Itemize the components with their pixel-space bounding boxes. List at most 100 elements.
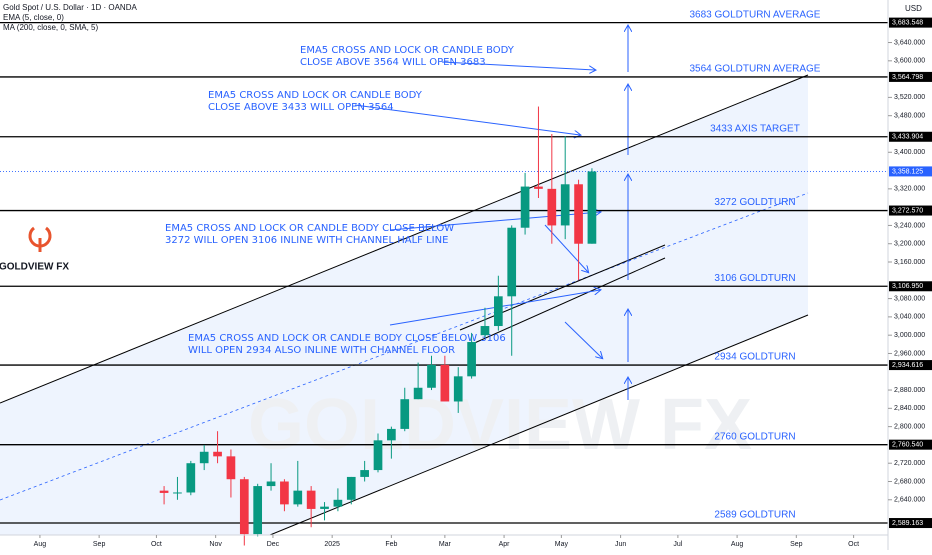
y-tick-label: 2,880.000 bbox=[894, 387, 925, 394]
candle-body bbox=[440, 364, 450, 402]
candle-body bbox=[266, 481, 276, 487]
x-tick-label: Oct bbox=[151, 541, 162, 548]
candle-body bbox=[346, 476, 356, 500]
level-label: 3272 GOLDTURN bbox=[714, 197, 795, 208]
price-box bbox=[889, 439, 932, 450]
x-tick-label: Mar bbox=[439, 541, 452, 548]
candle-body bbox=[333, 499, 343, 507]
channel-fill bbox=[0, 75, 808, 535]
y-tick-label: 3,160.000 bbox=[894, 259, 925, 266]
y-tick-label: 3,040.000 bbox=[894, 314, 925, 321]
price-box bbox=[889, 518, 932, 529]
candle-body bbox=[560, 184, 570, 226]
price-box-label: 3,272.570 bbox=[892, 207, 923, 214]
candle-body bbox=[199, 451, 209, 464]
level-label: 3683 GOLDTURN AVERAGE bbox=[690, 9, 821, 20]
y-tick-label: 2,640.000 bbox=[894, 497, 925, 504]
annotation: CLOSE ABOVE 3433 WILL OPEN 3564 bbox=[208, 102, 394, 113]
y-tick-label: 2,680.000 bbox=[894, 478, 925, 485]
y-tick-label: 3,400.000 bbox=[894, 149, 925, 156]
price-box-label: 2,760.540 bbox=[892, 442, 923, 449]
candle-body bbox=[213, 451, 222, 457]
candle-body bbox=[507, 227, 517, 297]
price-box bbox=[889, 17, 932, 28]
x-tick-label: Apr bbox=[499, 541, 511, 548]
candle-body bbox=[520, 186, 530, 228]
candle-body bbox=[400, 399, 410, 429]
y-tick-label: 2,800.000 bbox=[894, 423, 925, 430]
x-tick-label: Jul bbox=[673, 541, 682, 548]
y-tick-label: 3,480.000 bbox=[894, 113, 925, 120]
price-box bbox=[889, 360, 932, 371]
mini-channel bbox=[469, 257, 666, 346]
candle-body bbox=[186, 463, 196, 493]
x-tick-label: May bbox=[555, 541, 569, 548]
annotation: CLOSE ABOVE 3564 WILL OPEN 3683 bbox=[300, 57, 486, 68]
x-tick-label: Jun bbox=[615, 541, 626, 548]
x-tick-label: 2025 bbox=[324, 541, 340, 548]
candle-body bbox=[587, 171, 597, 244]
candle-body bbox=[427, 364, 436, 388]
candle-body bbox=[306, 490, 316, 509]
x-tick-label: Oct bbox=[848, 541, 859, 548]
y-tick-label: 3,520.000 bbox=[894, 94, 925, 101]
annotation: WILL OPEN 2934 ALSO INLINE WITH CHANNEL … bbox=[188, 345, 455, 356]
y-tick-label: 3,000.000 bbox=[894, 332, 925, 339]
y-tick-label: 3,600.000 bbox=[894, 58, 925, 65]
level-label: 2760 GOLDTURN bbox=[714, 431, 795, 442]
price-box-label: 3,564.798 bbox=[892, 74, 923, 81]
watermark: GOLDVIEW FX bbox=[248, 385, 752, 465]
x-tick-label: Feb bbox=[385, 541, 397, 548]
logo: GOLDVIEW FX bbox=[0, 262, 69, 273]
y-tick-label: 3,200.000 bbox=[894, 241, 925, 248]
price-box bbox=[889, 166, 932, 177]
candle-body bbox=[320, 506, 329, 509]
channel-floor bbox=[269, 314, 809, 536]
y-tick-label: 2,840.000 bbox=[894, 405, 925, 412]
y-tick-label: 3,080.000 bbox=[894, 295, 925, 302]
price-box-label: 2,589.163 bbox=[892, 520, 923, 527]
candle-body bbox=[574, 184, 583, 244]
indicator: EMA (5, close, 0) bbox=[3, 13, 64, 22]
channel-half bbox=[0, 192, 809, 501]
candle-body bbox=[360, 470, 369, 477]
candle-body bbox=[280, 481, 289, 505]
symbol: Gold Spot / U.S. Dollar · 1D · OANDA bbox=[3, 3, 137, 12]
currency: USD bbox=[905, 4, 922, 13]
candle-body bbox=[373, 440, 383, 471]
level-label: 3564 GOLDTURN AVERAGE bbox=[690, 64, 821, 75]
y-tick-label: 3,320.000 bbox=[894, 186, 925, 193]
x-tick-label: Sep bbox=[790, 541, 803, 548]
level-label: 3106 GOLDTURN bbox=[714, 273, 795, 284]
candle-body bbox=[413, 387, 423, 400]
candle-body bbox=[547, 188, 557, 226]
price-box bbox=[889, 281, 932, 292]
candle-body bbox=[293, 490, 303, 505]
candle-body bbox=[253, 486, 263, 535]
price-box-label: 3,106.950 bbox=[892, 283, 923, 290]
price-box bbox=[889, 131, 932, 142]
price-box-label: 3,683.548 bbox=[892, 19, 923, 26]
y-tick-label: 3,640.000 bbox=[894, 39, 925, 46]
candle-body bbox=[159, 490, 169, 493]
indicator: MA (200, close, 0, SMA, 5) bbox=[3, 23, 98, 32]
candle-body bbox=[173, 492, 182, 494]
price-box-label: 3,358.125 bbox=[892, 168, 923, 175]
x-tick-label: Nov bbox=[209, 541, 222, 548]
level-label: 3433 AXIS TARGET bbox=[710, 123, 800, 134]
price-box bbox=[889, 205, 932, 216]
y-tick-label: 2,720.000 bbox=[894, 460, 925, 467]
candle-body bbox=[226, 456, 236, 480]
annotation: 3272 WILL OPEN 3106 INLINE WITH CHANNEL … bbox=[165, 235, 448, 246]
y-tick-label: 3,240.000 bbox=[894, 222, 925, 229]
annotation: EMA5 CROSS AND LOCK OR CANDLE BODY bbox=[300, 45, 515, 56]
price-box-label: 2,934.616 bbox=[892, 362, 923, 369]
level-label: 2934 GOLDTURN bbox=[714, 352, 795, 363]
annotation: EMA5 CROSS AND LOCK OR CANDLE BODY CLOSE… bbox=[165, 223, 454, 234]
candle-body bbox=[493, 296, 503, 327]
logo-icon bbox=[28, 226, 52, 252]
annotation: EMA5 CROSS AND LOCK OR CANDLE BODY bbox=[208, 90, 423, 101]
price-box-label: 3,433.904 bbox=[892, 134, 923, 141]
price-box bbox=[889, 71, 932, 82]
